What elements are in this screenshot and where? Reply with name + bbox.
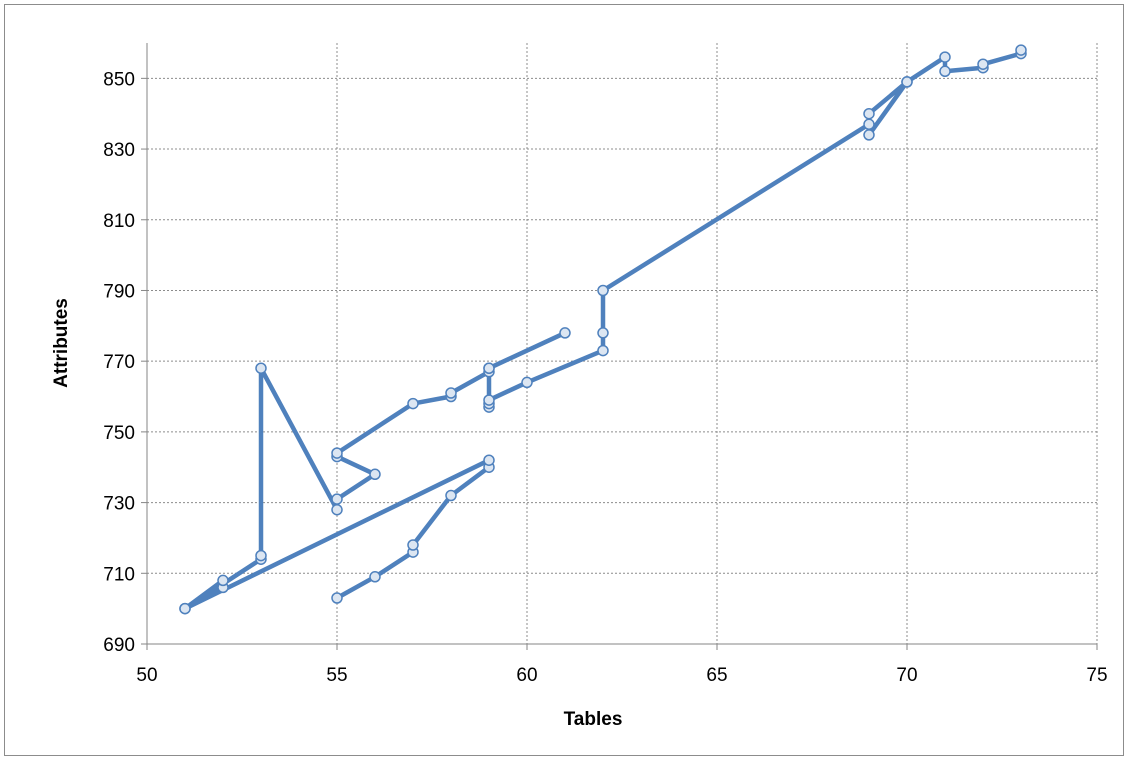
x-tick-labels: 50 55 60 65 70 75 xyxy=(136,665,1107,686)
data-point xyxy=(597,344,609,357)
x-tick-label: 50 xyxy=(136,665,157,686)
data-point xyxy=(445,387,457,399)
gridlines xyxy=(147,43,1098,644)
data-point xyxy=(863,118,875,131)
data-point xyxy=(863,129,875,141)
data-point xyxy=(255,549,267,562)
series-line xyxy=(182,47,1024,611)
data-point xyxy=(863,107,875,120)
data-point xyxy=(331,592,343,604)
data-point xyxy=(939,51,951,63)
data-point xyxy=(483,362,495,374)
data-point xyxy=(597,327,609,339)
series-markers xyxy=(179,44,1027,615)
x-tick-label: 55 xyxy=(326,665,347,686)
data-point xyxy=(521,376,533,389)
x-tick-label: 70 xyxy=(896,665,917,686)
series-path xyxy=(182,47,1024,611)
data-point xyxy=(445,489,457,502)
y-tick-label: 830 xyxy=(103,140,135,161)
data-point xyxy=(597,284,609,297)
data-point xyxy=(1015,44,1027,56)
data-point xyxy=(217,574,229,587)
axes xyxy=(141,43,1098,650)
data-point xyxy=(331,503,343,516)
y-tick-label: 730 xyxy=(103,494,135,515)
y-tick-label: 850 xyxy=(103,69,135,90)
y-tick-label: 710 xyxy=(103,564,135,585)
data-point xyxy=(407,397,419,410)
data-point xyxy=(483,454,495,466)
x-axis-title: Tables xyxy=(564,709,623,730)
data-point xyxy=(407,539,419,551)
data-point xyxy=(369,468,381,481)
data-point xyxy=(939,65,951,78)
data-point xyxy=(369,571,381,583)
y-tick-label: 750 xyxy=(103,423,135,444)
data-point xyxy=(255,362,267,374)
x-tick-label: 60 xyxy=(516,665,537,686)
y-tick-label: 690 xyxy=(103,635,135,656)
y-tick-label: 810 xyxy=(103,211,135,232)
chart-area: 50 55 60 65 70 75 690 710 730 750 770 790 810 830 850… xyxy=(4,4,1124,756)
data-point xyxy=(179,602,191,615)
data-point xyxy=(977,58,989,70)
x-tick-label: 65 xyxy=(706,665,727,686)
data-point xyxy=(331,493,343,505)
y-axis-title: Attributes xyxy=(51,298,72,388)
chart-svg: 50 55 60 65 70 75 690 710 730 750 770 790 810 830 850… xyxy=(51,43,1108,730)
data-point xyxy=(901,76,913,88)
y-tick-label: 790 xyxy=(103,281,135,302)
data-point xyxy=(559,327,571,339)
y-tick-label: 770 xyxy=(103,352,135,373)
y-tick-labels: 690 710 730 750 770 790 810 830 850 xyxy=(103,69,135,656)
data-point xyxy=(483,394,495,406)
x-tick-label: 75 xyxy=(1086,665,1107,686)
data-point xyxy=(331,447,343,459)
